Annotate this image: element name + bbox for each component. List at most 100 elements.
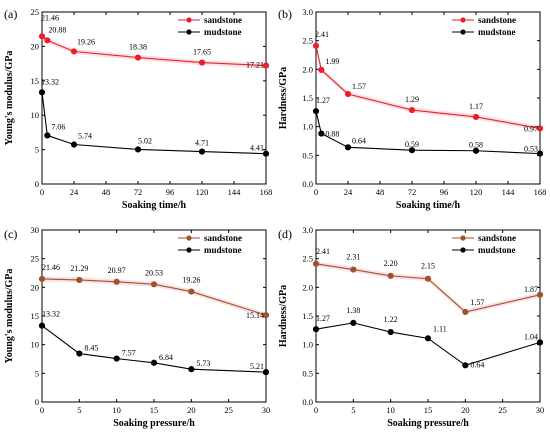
- y-tick-label: 20: [31, 41, 40, 51]
- x-tick-label: 20: [461, 405, 470, 415]
- panel-label: (c): [4, 227, 17, 241]
- series-line: [41, 325, 267, 373]
- data-point: [76, 276, 83, 284]
- chart-panel-1: 0 24 48 72 96 120 144 168 0 5 10 15 20 25 Soaking time…: [4, 7, 272, 211]
- y-tick-label: 2.5: [302, 36, 313, 46]
- x-tick-label: 24: [70, 187, 79, 197]
- data-label: 0.88: [325, 130, 339, 139]
- y-tick-label: 1.0: [302, 122, 313, 132]
- series-line: [41, 92, 267, 155]
- data-point: [38, 33, 46, 40]
- y-tick-label: 0.0: [302, 179, 313, 189]
- x-tick-label: 72: [134, 187, 143, 197]
- panel-label: (a): [4, 7, 17, 21]
- data-point: [462, 308, 469, 316]
- x-tick-label: 48: [376, 187, 385, 197]
- data-label: 5.74: [78, 132, 92, 141]
- data-point: [424, 335, 432, 342]
- y-tick-label: 0: [35, 397, 39, 407]
- data-point: [472, 113, 480, 121]
- x-tick-label: 48: [102, 187, 111, 197]
- x-tick-label: 30: [536, 405, 545, 415]
- data-point: [312, 42, 320, 49]
- x-tick-label: 168: [260, 187, 273, 197]
- data-label: 21.46: [41, 13, 59, 22]
- data-point: [262, 150, 270, 157]
- x-tick-label: 25: [498, 405, 507, 415]
- data-label: 6.84: [159, 353, 173, 362]
- y-tick-label: 1.0: [302, 340, 313, 350]
- legend-marker: [460, 17, 466, 23]
- x-tick-label: 72: [408, 187, 417, 197]
- chart-panel-3: 0 5 10 15 20 25 30 0 5 10 15 20 25 30 Soaking pressure…: [4, 225, 270, 429]
- x-tick-label: 168: [534, 187, 547, 197]
- data-point: [262, 369, 270, 376]
- x-tick-label: 15: [424, 405, 433, 415]
- x-tick-label: 0: [314, 187, 318, 197]
- data-point: [318, 130, 325, 137]
- y-tick-label: 3.0: [302, 7, 313, 17]
- data-label: 2.20: [384, 259, 398, 268]
- legend-marker: [186, 247, 192, 253]
- y-axis-title: Young's modulus/GPa: [4, 269, 15, 364]
- x-tick-label: 0: [40, 405, 44, 415]
- x-axis-title: Soaking time/h: [122, 200, 187, 211]
- plot-frame: [315, 11, 541, 185]
- data-label: 1.04: [524, 332, 538, 341]
- data-point: [350, 266, 357, 273]
- data-point: [198, 59, 206, 66]
- data-point: [536, 339, 544, 346]
- data-point: [188, 366, 195, 373]
- legend-marker: [186, 17, 192, 23]
- data-point: [113, 355, 120, 362]
- y-axis-title: Young's modulus/GPa: [4, 51, 15, 146]
- data-label: 5.21: [250, 362, 264, 371]
- x-tick-label: 96: [440, 187, 449, 197]
- y-tick-label: 5: [35, 145, 39, 155]
- data-point: [312, 326, 320, 333]
- y-tick-label: 1.5: [302, 93, 313, 103]
- y-tick-label: 10: [31, 110, 40, 120]
- data-label: 20.97: [108, 266, 126, 275]
- data-label: 0.59: [405, 140, 419, 149]
- legend-marker: [460, 235, 466, 241]
- legend-label: mudstone: [478, 27, 516, 37]
- series-band: [316, 261, 540, 315]
- series-band: [316, 43, 540, 131]
- x-axis-title: Soaking pressure/h: [387, 418, 469, 429]
- data-point: [344, 144, 352, 151]
- x-axis-title: Soaking time/h: [396, 200, 461, 211]
- x-tick-label: 0: [40, 187, 44, 197]
- data-label: 0.58: [469, 141, 483, 150]
- data-point: [134, 54, 142, 61]
- legend-label: sandstone: [204, 15, 242, 25]
- data-label: 20.88: [48, 25, 66, 34]
- data-label: 0.64: [470, 360, 484, 369]
- y-tick-label: 10: [31, 340, 40, 350]
- x-tick-label: 5: [351, 405, 355, 415]
- data-point: [150, 281, 158, 288]
- x-tick-label: 144: [502, 187, 516, 197]
- data-label: 17.65: [193, 48, 211, 57]
- x-tick-label: 30: [262, 405, 271, 415]
- data-point: [38, 322, 46, 329]
- data-label: 1.11: [433, 324, 447, 333]
- data-point: [424, 275, 432, 282]
- data-label: 1.87: [524, 285, 538, 294]
- legend-label: sandstone: [478, 233, 516, 243]
- data-point: [76, 350, 83, 357]
- data-point: [344, 90, 352, 98]
- data-label: 20.53: [145, 268, 163, 277]
- data-point: [536, 150, 544, 157]
- series-line: [41, 278, 267, 316]
- legend-label: sandstone: [478, 15, 516, 25]
- data-point: [472, 147, 480, 154]
- data-label: 1.27: [316, 96, 330, 105]
- y-tick-label: 0: [35, 179, 39, 189]
- data-label: 1.99: [325, 57, 339, 66]
- data-label: 7.57: [122, 349, 136, 358]
- data-label: 1.22: [384, 315, 398, 324]
- data-point: [38, 275, 46, 283]
- legend-label: mudstone: [478, 245, 516, 255]
